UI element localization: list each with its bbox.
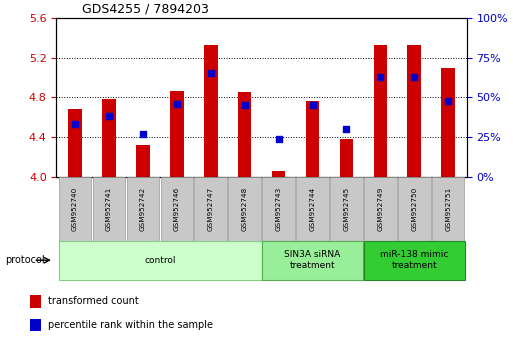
Bar — [170, 91, 184, 177]
Bar — [364, 241, 465, 280]
Text: GSM952741: GSM952741 — [106, 187, 112, 231]
Text: GSM952740: GSM952740 — [72, 187, 78, 231]
Bar — [194, 177, 227, 241]
Bar — [364, 177, 397, 241]
Point — [241, 103, 249, 108]
Bar — [59, 241, 262, 280]
Bar — [127, 177, 159, 241]
Text: GSM952746: GSM952746 — [174, 187, 180, 231]
Point — [444, 98, 452, 103]
Bar — [238, 92, 251, 177]
Text: GSM952742: GSM952742 — [140, 187, 146, 231]
Bar — [93, 177, 125, 241]
Text: GSM952744: GSM952744 — [309, 187, 315, 231]
Bar — [272, 171, 285, 177]
Bar — [398, 177, 430, 241]
Text: transformed count: transformed count — [48, 296, 139, 306]
Bar — [306, 101, 319, 177]
Point — [342, 126, 350, 132]
Point — [105, 114, 113, 119]
Text: miR-138 mimic
treatment: miR-138 mimic treatment — [380, 251, 448, 270]
Bar — [330, 177, 363, 241]
Point — [274, 136, 283, 142]
Point — [376, 74, 384, 79]
Bar — [204, 45, 218, 177]
Text: protocol: protocol — [5, 255, 45, 265]
Point — [139, 131, 147, 137]
Bar — [407, 45, 421, 177]
Bar — [432, 177, 464, 241]
Bar — [228, 177, 261, 241]
Bar — [59, 177, 91, 241]
Text: GSM952749: GSM952749 — [378, 187, 383, 231]
Point — [410, 74, 419, 79]
Text: GSM952748: GSM952748 — [242, 187, 248, 231]
Text: GSM952743: GSM952743 — [275, 187, 282, 231]
Point — [207, 70, 215, 76]
Text: GSM952751: GSM952751 — [445, 187, 451, 231]
Bar — [262, 241, 363, 280]
Bar — [296, 177, 329, 241]
Text: GSM952745: GSM952745 — [343, 187, 349, 231]
Bar — [68, 109, 82, 177]
Point — [173, 101, 181, 107]
Bar — [30, 295, 41, 308]
Text: percentile rank within the sample: percentile rank within the sample — [48, 320, 213, 330]
Bar — [136, 145, 150, 177]
Bar — [262, 177, 295, 241]
Point — [71, 122, 79, 127]
Bar — [102, 99, 116, 177]
Point — [308, 103, 317, 108]
Bar — [441, 68, 455, 177]
Text: GSM952747: GSM952747 — [208, 187, 214, 231]
Bar — [30, 319, 41, 331]
Text: GSM952750: GSM952750 — [411, 187, 417, 231]
Bar — [340, 139, 353, 177]
Bar — [373, 45, 387, 177]
Text: SIN3A siRNA
treatment: SIN3A siRNA treatment — [284, 251, 341, 270]
Bar — [161, 177, 193, 241]
Text: GDS4255 / 7894203: GDS4255 / 7894203 — [82, 3, 209, 16]
Text: control: control — [144, 256, 175, 265]
